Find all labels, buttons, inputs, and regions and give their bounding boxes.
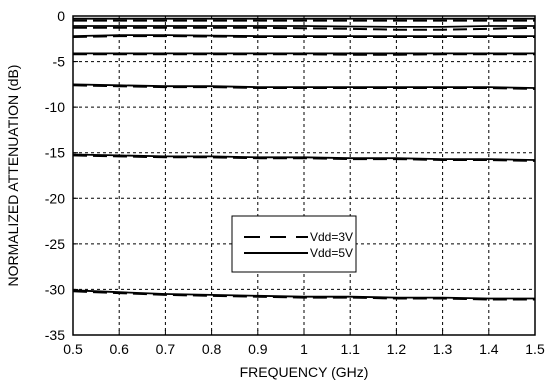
legend: Vdd=3V Vdd=5V [231,215,357,273]
x-tick-label: 0.6 [109,341,129,357]
y-tick-label: -25 [45,236,65,252]
y-tick-label: -15 [45,145,65,161]
x-tick-label: 1.2 [387,341,407,357]
y-tick-label: 0 [57,8,65,24]
y-tick-label: -30 [45,281,65,297]
legend-label: Vdd=5V [310,246,353,260]
x-tick-label: 1 [300,341,308,357]
y-axis-ticks: 0 -5 -10 -15 -20 -25 -30 -35 [45,8,78,343]
series-line-3-solid [73,25,535,28]
x-tick-label: 1.5 [525,341,545,357]
y-tick-label: -10 [45,99,65,115]
x-tick-label: 1.4 [479,341,499,357]
x-tick-label: 0.5 [63,341,83,357]
x-tick-label: 0.8 [202,341,222,357]
x-axis-title: FREQUENCY (GHz) [240,364,369,380]
y-tick-label: -20 [45,190,65,206]
legend-label: Vdd=3V [310,230,353,244]
legend-box [231,215,357,273]
series-line-10-dashed [72,84,536,90]
y-axis-title: NORMALIZED ATTENUATION (dB) [5,65,21,287]
y-tick-label: -5 [53,54,66,70]
grid-lines [73,16,535,335]
series-line-4-dashed [73,26,536,31]
series-line-6-dashed [72,35,535,38]
data-series [72,17,536,301]
x-tick-label: 1.1 [340,341,360,357]
x-axis-ticks: 0.5 0.6 0.7 0.8 0.9 1 1.1 1.2 1.3 1.4 1.5 [63,330,545,357]
series-line-14-dashed [72,290,535,301]
series-line-12-dashed [72,154,536,162]
x-tick-label: 0.9 [248,341,268,357]
x-tick-label: 0.7 [156,341,176,357]
y-tick-label: -35 [45,327,65,343]
x-tick-label: 1.3 [433,341,453,357]
